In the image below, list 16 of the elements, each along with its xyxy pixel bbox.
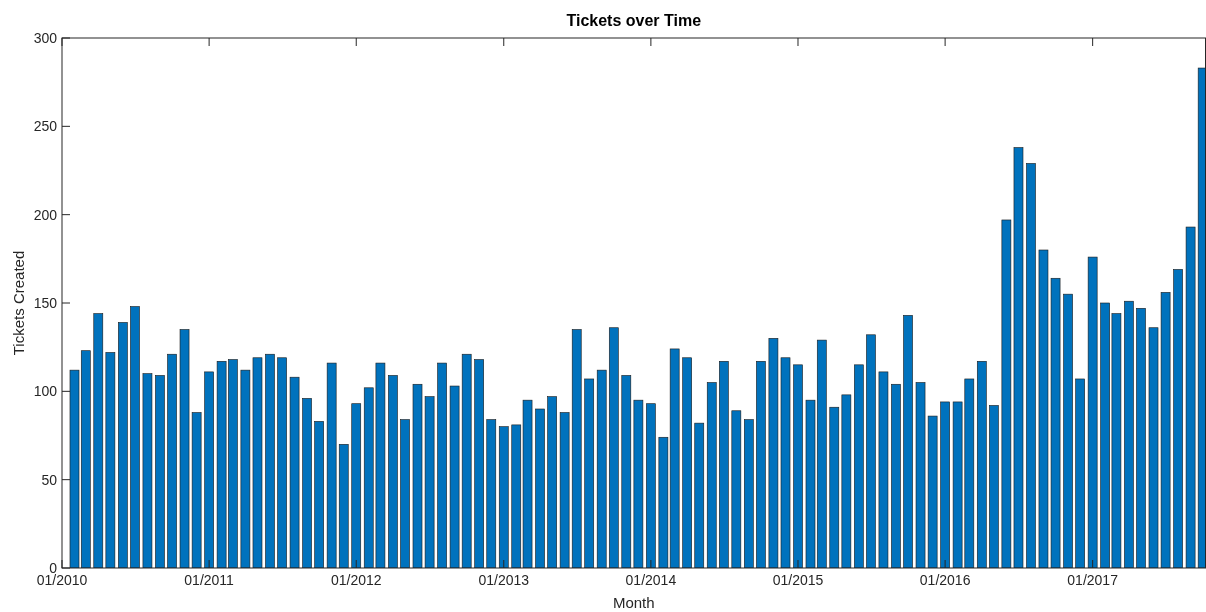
x-tick-label: 01/2015: [772, 572, 824, 588]
x-tick-label: 01/2011: [184, 572, 235, 588]
y-tick-label: 150: [33, 295, 58, 311]
y-axis-title: Tickets Created: [10, 250, 27, 356]
x-tick-label: 01/2013: [478, 572, 530, 588]
x-axis-title: Month: [612, 594, 655, 611]
x-tick-label: 01/2017: [1067, 572, 1119, 588]
chart-title: Tickets over Time: [566, 12, 702, 29]
x-tick-label: 01/2012: [330, 572, 382, 588]
y-tick-label: 50: [41, 471, 58, 488]
y-tick-label: 250: [33, 118, 58, 135]
x-tick-label: 01/2016: [919, 572, 971, 588]
x-tick-label: 01/2014: [625, 572, 677, 588]
y-tick-label: 300: [33, 30, 58, 46]
y-tick-label: 100: [33, 383, 58, 400]
y-tick-label: 200: [33, 206, 58, 223]
